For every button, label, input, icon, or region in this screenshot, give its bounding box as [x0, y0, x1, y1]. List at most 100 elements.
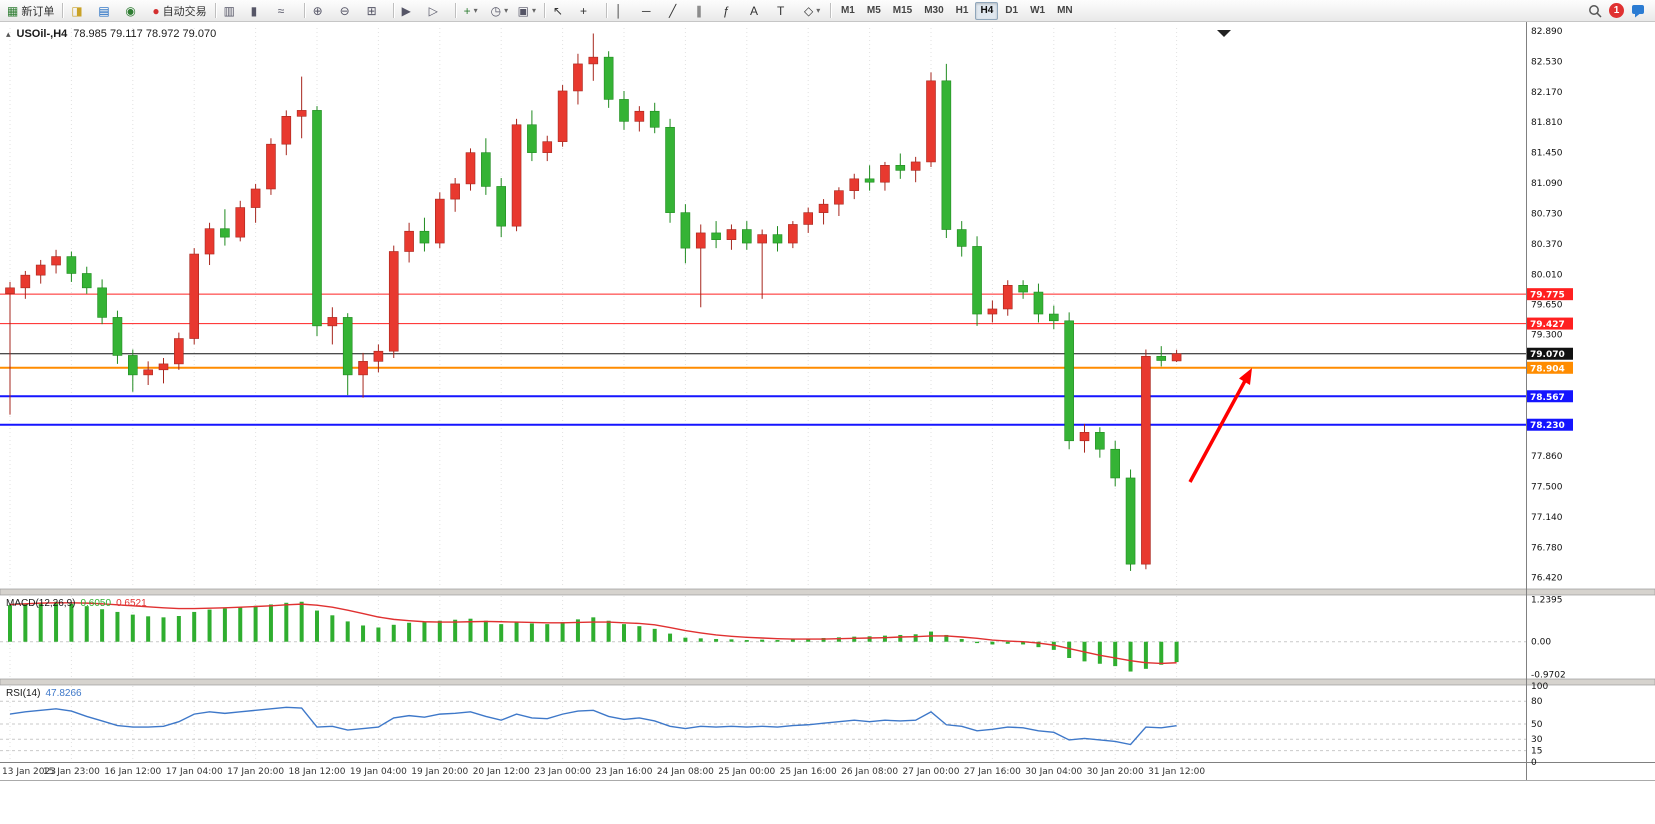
trend-arrow-annotation[interactable] — [1188, 378, 1248, 483]
rsi-axis-label: 0 — [1531, 758, 1537, 768]
market-watch-icon-glyph: ▤ — [98, 3, 110, 18]
trend-arrow-head — [1239, 368, 1252, 385]
macd-name: MACD(12,26,9) — [6, 598, 76, 609]
timeframe-h1-button[interactable]: H1 — [955, 5, 969, 16]
rsi-name: RSI(14) — [6, 688, 41, 699]
chart-canvas[interactable]: 82.890 82.530 82.170 81.810 81.450 81.090 80.7… — [0, 22, 1655, 802]
zoom-in-icon[interactable]: ⊕ — [309, 1, 335, 21]
svg-text:79.650: 79.650 — [1531, 301, 1563, 311]
svg-text:81.810: 81.810 — [1531, 118, 1563, 128]
macd-main-value: 0.6050 — [80, 598, 112, 609]
price-tag-label: 79.775 — [1530, 291, 1565, 301]
macd-axis-label: 1.2395 — [1531, 596, 1563, 606]
caret-down-icon: ▾ — [473, 6, 478, 15]
grid-lines — [9, 28, 1178, 762]
svg-text:25 Jan 00:00: 25 Jan 00:00 — [718, 767, 775, 777]
chart-shift-marker[interactable] — [1217, 30, 1231, 37]
toolbar-right-group: 1 — [1588, 3, 1652, 18]
svg-text:81.090: 81.090 — [1531, 179, 1563, 189]
chat-icon[interactable] — [1631, 3, 1646, 18]
profiles-icon[interactable]: ◨ — [67, 1, 93, 21]
chart-quote-line: 78.985 79.117 78.972 79.070 — [73, 28, 217, 40]
toolbar-separator — [214, 3, 216, 18]
svg-text:77.500: 77.500 — [1531, 482, 1563, 492]
horizontal-line-icon-glyph: ─ — [641, 3, 651, 18]
macd-axis-label: -0.9702 — [1531, 671, 1566, 681]
timeframe-m30-button[interactable]: M30 — [924, 5, 944, 16]
rsi-value: 47.8266 — [45, 688, 82, 699]
candlestick-mode-icon[interactable]: ▮ — [247, 1, 273, 21]
new-order-button-glyph: ▦ — [7, 3, 19, 18]
crosshair-icon[interactable]: + — [576, 1, 602, 21]
periods-icon-glyph: ◷ — [490, 3, 502, 18]
templates-icon[interactable]: ▣ ▾ — [514, 1, 540, 21]
macd-axis-label: 0.00 — [1531, 638, 1551, 648]
rsi-axis-label: 100 — [1531, 682, 1548, 692]
timeframe-d1-button[interactable]: D1 — [1005, 5, 1019, 16]
timeframe-m1-button[interactable]: M1 — [840, 5, 855, 16]
market-watch-icon[interactable]: ▤ — [94, 1, 120, 21]
toolbar-separator — [303, 3, 305, 18]
auto-scroll-icon[interactable]: ▶ — [398, 1, 424, 21]
svg-text:20 Jan 12:00: 20 Jan 12:00 — [473, 767, 530, 777]
caret-down-icon: ▾ — [816, 6, 821, 15]
fibonacci-icon[interactable]: ƒ — [719, 1, 745, 21]
candlestick-mode-icon-glyph: ▮ — [250, 3, 258, 18]
indicators-icon[interactable]: + ▾ — [460, 1, 486, 21]
svg-text:25 Jan 16:00: 25 Jan 16:00 — [780, 767, 837, 777]
label-icon[interactable]: T — [773, 1, 799, 21]
price-tag — [1527, 347, 1573, 360]
timeframe-m5-button[interactable]: M5 — [866, 5, 881, 16]
bar-chart-mode-icon-glyph: ▥ — [223, 3, 235, 18]
timeframe-mn-button[interactable]: MN — [1057, 5, 1073, 16]
autotrading-button-glyph: ● — [152, 3, 160, 18]
timeframe-h4-button[interactable]: H4 — [975, 1, 999, 20]
channel-icon[interactable]: ∥ — [692, 1, 718, 21]
svg-text:17 Jan 20:00: 17 Jan 20:00 — [227, 767, 284, 777]
toolbar-button-group: ▦ 新订单 ◨ ▤ ◉ ● 自动交易 ▥ ▮ ≈ ⊕ ⊖ ⊞ ▶ ▷ + ▾ ◷ ▾ ▣ ▾ ↖ + │ ─ ╱ ∥ ƒ A T ◇ ▾ — [3, 1, 834, 21]
chart-title: ▴ USOil-,H4 78.985 79.117 78.972 79.070 — [6, 28, 216, 40]
chart-symbol-period: USOil-,H4 — [16, 28, 68, 40]
search-icon[interactable] — [1588, 4, 1602, 18]
one-click-trading-toggle[interactable]: ▴ — [6, 28, 11, 39]
shapes-icon[interactable]: ◇ ▾ — [800, 1, 826, 21]
notification-badge[interactable]: 1 — [1609, 3, 1624, 18]
timeframe-m15-button[interactable]: M15 — [892, 5, 913, 16]
trendline-icon[interactable]: ╱ — [665, 1, 691, 21]
cursor-icon[interactable]: ↖ — [549, 1, 575, 21]
panel-splitter[interactable] — [0, 678, 1655, 686]
bar-chart-mode-icon[interactable]: ▥ — [220, 1, 246, 21]
price-tag-label: 78.230 — [1530, 421, 1565, 431]
tile-windows-icon[interactable]: ⊞ — [363, 1, 389, 21]
vertical-line-icon[interactable]: │ — [611, 1, 637, 21]
svg-text:80.370: 80.370 — [1531, 240, 1563, 250]
tile-windows-icon-glyph: ⊞ — [366, 3, 377, 18]
panel-splitter[interactable] — [0, 588, 1655, 596]
timeframe-w1-button[interactable]: W1 — [1030, 5, 1046, 16]
svg-text:79.300: 79.300 — [1531, 330, 1563, 340]
svg-text:27 Jan 00:00: 27 Jan 00:00 — [903, 767, 960, 777]
periods-icon[interactable]: ◷ ▾ — [487, 1, 513, 21]
svg-text:13 Jan 2023: 13 Jan 2023 — [2, 767, 56, 777]
svg-text:80.730: 80.730 — [1531, 209, 1563, 219]
new-order-button[interactable]: ▦ 新订单 — [3, 1, 58, 21]
horizontal-line-icon[interactable]: ─ — [638, 1, 664, 21]
fibonacci-icon-glyph: ƒ — [722, 3, 730, 18]
label-icon-glyph: T — [776, 3, 785, 18]
strategy-navigator-icon[interactable]: ◉ — [121, 1, 147, 21]
price-tag — [1527, 418, 1573, 431]
price-tag — [1527, 288, 1573, 301]
line-chart-mode-icon[interactable]: ≈ — [274, 1, 300, 21]
shapes-icon-glyph: ◇ — [803, 3, 814, 18]
toolbar-separator — [829, 3, 831, 18]
svg-text:26 Jan 08:00: 26 Jan 08:00 — [841, 767, 898, 777]
price-axis-labels: 82.890 82.530 82.170 81.810 81.450 81.090 80.7… — [1531, 27, 1563, 584]
zoom-out-icon[interactable]: ⊖ — [336, 1, 362, 21]
toolbar-separator — [62, 3, 64, 18]
macd-indicator — [8, 601, 1179, 672]
text-icon[interactable]: A — [746, 1, 772, 21]
chart-shift-icon[interactable]: ▷ — [425, 1, 451, 21]
autotrading-button[interactable]: ● 自动交易 — [148, 1, 210, 21]
chart-window: ▴ USOil-,H4 78.985 79.117 78.972 79.070 … — [0, 22, 1655, 824]
